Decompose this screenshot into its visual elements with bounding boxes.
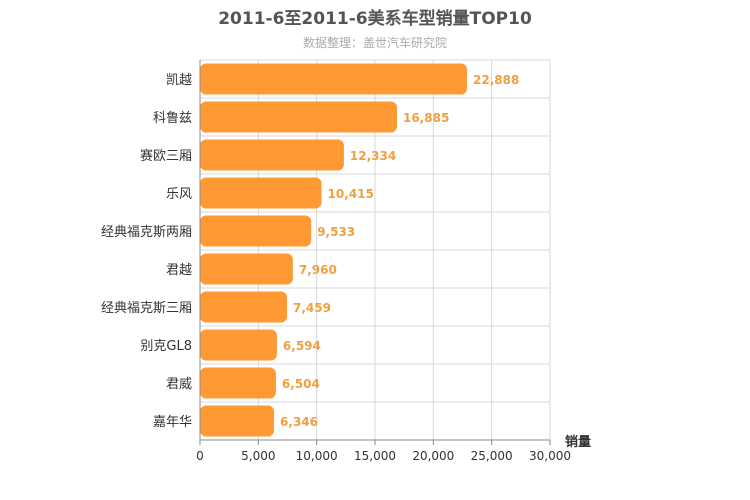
category-label: 别克GL8	[140, 339, 192, 354]
category-label: 经典福克斯两厢	[101, 225, 192, 240]
x-tick-label: 10,000	[296, 449, 338, 463]
x-tick-label: 30,000	[529, 449, 571, 463]
category-label: 乐风	[166, 187, 192, 202]
bar	[200, 253, 293, 285]
data-label: 16,885	[403, 111, 449, 125]
data-label: 7,960	[299, 263, 337, 277]
data-label: 9,533	[317, 225, 355, 239]
bar	[200, 329, 277, 361]
bar	[200, 139, 344, 171]
category-label: 经典福克斯三厢	[101, 301, 192, 316]
bar	[200, 101, 397, 133]
category-label: 君越	[166, 263, 192, 278]
data-label: 10,415	[328, 187, 374, 201]
bar	[200, 177, 322, 209]
data-label: 6,504	[282, 377, 320, 391]
bars: 22,888 16,885 12,334 10,415 9,533 7,960 7,459 6…	[200, 63, 519, 437]
chart-subtitle: 数据整理：盖世汽车研究院	[303, 35, 447, 50]
bar	[200, 405, 275, 437]
data-label: 7,459	[293, 301, 331, 315]
chart-title: 2011-6至2011-6美系车型销量TOP10	[218, 8, 532, 29]
data-label: 22,888	[473, 73, 519, 87]
bar	[200, 367, 276, 399]
axes: 0 5,000 10,000 15,000 20,000 25,000 30,000 凯越科鲁…	[101, 60, 571, 463]
category-label: 嘉年华	[153, 415, 192, 430]
bar	[200, 291, 288, 323]
data-label: 6,594	[283, 339, 321, 353]
x-tick-label: 20,000	[412, 449, 454, 463]
bar	[200, 215, 312, 247]
x-axis-title: 销量	[565, 434, 591, 450]
category-label: 赛欧三厢	[140, 148, 192, 164]
category-label: 科鲁兹	[153, 111, 192, 126]
bar	[200, 63, 468, 95]
x-tick-label: 15,000	[354, 449, 396, 463]
data-label: 6,346	[280, 415, 318, 429]
x-tick-label: 0	[196, 449, 204, 463]
category-label: 凯越	[166, 73, 192, 88]
x-tick-label: 5,000	[241, 449, 275, 463]
category-label: 君威	[166, 377, 192, 392]
data-label: 12,334	[350, 149, 396, 163]
x-tick-label: 25,000	[471, 449, 513, 463]
